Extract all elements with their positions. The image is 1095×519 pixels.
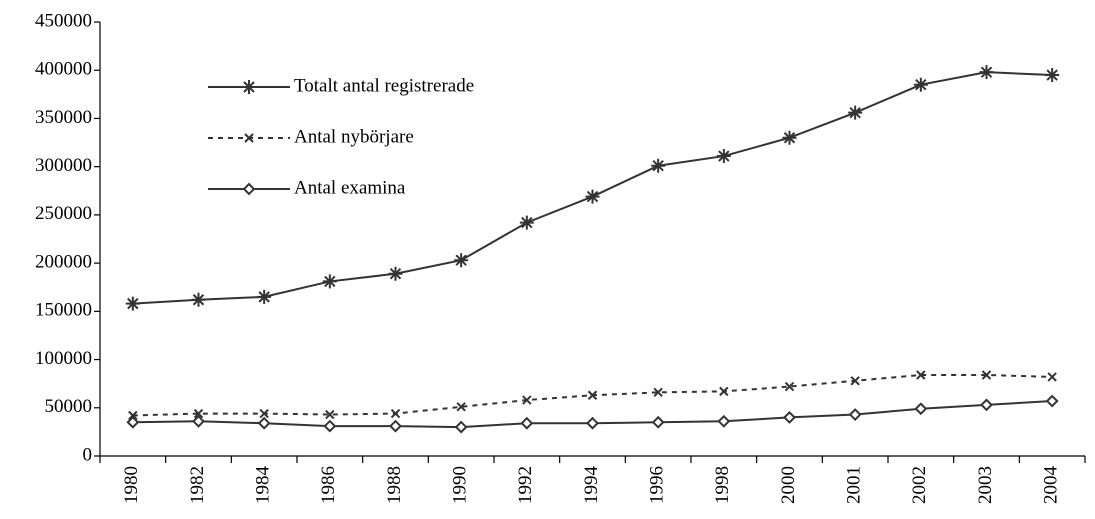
data-point — [980, 398, 993, 412]
legend-label: Totalt antal registrerade — [294, 75, 474, 96]
legend-marker — [244, 133, 254, 143]
legend-marker — [242, 182, 256, 196]
data-point — [586, 416, 599, 430]
x-tick-label: 1982 — [187, 466, 208, 504]
data-point — [719, 386, 729, 397]
data-point — [259, 408, 269, 419]
x-tick-label: 1992 — [515, 466, 536, 504]
data-point — [1047, 372, 1057, 382]
data-point — [389, 419, 402, 433]
data-point — [914, 402, 928, 416]
data-point — [390, 408, 401, 419]
data-point — [126, 415, 140, 429]
data-point — [323, 419, 337, 433]
data-point — [388, 266, 403, 281]
data-point — [585, 189, 600, 204]
data-point — [587, 390, 598, 400]
y-tick-label: 200000 — [35, 251, 92, 272]
data-point — [192, 414, 205, 428]
y-tick-label: 300000 — [35, 155, 92, 176]
x-tick-label: 1986 — [318, 466, 339, 504]
data-point — [651, 158, 666, 173]
data-point — [1045, 68, 1060, 83]
data-point — [454, 253, 469, 268]
legend-label: Antal nybörjare — [294, 126, 414, 147]
data-point — [322, 274, 337, 289]
x-tick-label: 2003 — [975, 466, 996, 504]
data-point — [850, 376, 860, 386]
data-point — [979, 65, 994, 80]
x-tick-label: 1990 — [450, 466, 471, 504]
data-point — [651, 415, 665, 429]
data-point — [456, 402, 466, 412]
data-point — [717, 414, 731, 428]
data-point — [782, 130, 797, 145]
x-tick-label: 2002 — [909, 466, 930, 504]
x-tick-label: 2000 — [778, 466, 799, 504]
data-point — [520, 416, 534, 430]
y-tick-label: 100000 — [35, 348, 92, 369]
data-point — [653, 387, 663, 398]
x-tick-label: 1980 — [121, 466, 142, 504]
data-point — [1045, 394, 1059, 408]
y-tick-label: 450000 — [35, 10, 92, 31]
y-tick-label: 400000 — [35, 59, 92, 80]
y-tick-label: 250000 — [35, 203, 92, 224]
x-tick-label: 1984 — [253, 466, 274, 505]
x-tick-label: 1988 — [384, 466, 405, 504]
x-tick-label: 2001 — [844, 466, 865, 504]
data-point — [848, 105, 863, 120]
x-tick-label: 2004 — [1041, 466, 1062, 505]
legend-label: Antal examina — [294, 177, 406, 198]
data-point — [981, 370, 992, 380]
data-point — [454, 420, 468, 434]
data-point — [783, 411, 796, 424]
x-tick-label: 1994 — [581, 466, 602, 505]
data-point — [522, 395, 532, 405]
data-point — [125, 296, 140, 311]
data-point — [257, 416, 271, 430]
data-point — [519, 215, 534, 230]
legend-marker — [242, 80, 256, 94]
data-point — [784, 381, 795, 392]
data-point — [325, 409, 335, 420]
data-point — [716, 149, 731, 164]
data-point — [128, 410, 138, 421]
y-tick-label: 350000 — [35, 107, 92, 128]
data-point — [913, 77, 928, 92]
data-point — [191, 292, 206, 307]
data-point — [193, 408, 204, 419]
y-tick-label: 150000 — [35, 300, 92, 321]
y-tick-label: 0 — [83, 444, 93, 465]
data-point — [916, 370, 926, 380]
data-point — [848, 408, 862, 421]
x-tick-label: 1998 — [712, 466, 733, 504]
y-tick-label: 50000 — [45, 396, 93, 417]
x-tick-label: 1996 — [647, 466, 668, 504]
series-line — [132, 71, 1053, 305]
data-point — [257, 289, 272, 304]
